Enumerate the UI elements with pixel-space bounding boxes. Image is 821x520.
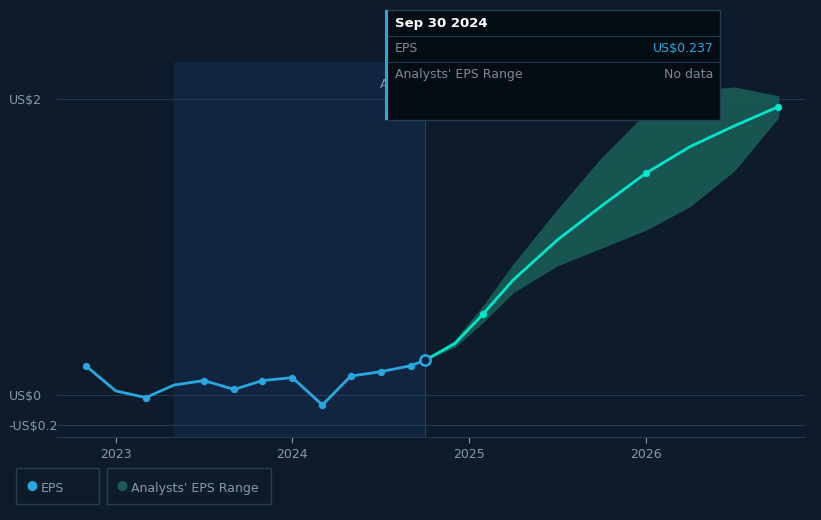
Text: ⬤: ⬤ bbox=[117, 481, 127, 491]
Point bbox=[344, 372, 357, 380]
Text: Analysts' EPS Range: Analysts' EPS Range bbox=[131, 483, 259, 495]
Point bbox=[140, 394, 153, 402]
Bar bbox=[174, 62, 424, 437]
Text: Sep 30 2024: Sep 30 2024 bbox=[395, 17, 488, 30]
Point bbox=[256, 376, 269, 385]
Point bbox=[198, 376, 211, 385]
Text: No data: No data bbox=[664, 68, 713, 81]
Text: Actual: Actual bbox=[380, 77, 420, 90]
Text: EPS: EPS bbox=[41, 483, 64, 495]
Text: Analysts' EPS Range: Analysts' EPS Range bbox=[395, 68, 522, 81]
Point bbox=[639, 169, 652, 177]
Point bbox=[476, 310, 489, 318]
Text: EPS: EPS bbox=[395, 42, 418, 55]
Point bbox=[374, 368, 388, 376]
Point bbox=[227, 385, 241, 394]
Text: Analysts Forecasts: Analysts Forecasts bbox=[430, 77, 547, 90]
Text: US$0.237: US$0.237 bbox=[653, 42, 713, 55]
Point bbox=[79, 361, 92, 370]
Point bbox=[404, 361, 417, 370]
Point bbox=[418, 356, 431, 365]
Point bbox=[286, 373, 299, 382]
Point bbox=[316, 401, 329, 409]
Text: ⬤: ⬤ bbox=[26, 481, 37, 491]
Point bbox=[772, 102, 785, 111]
